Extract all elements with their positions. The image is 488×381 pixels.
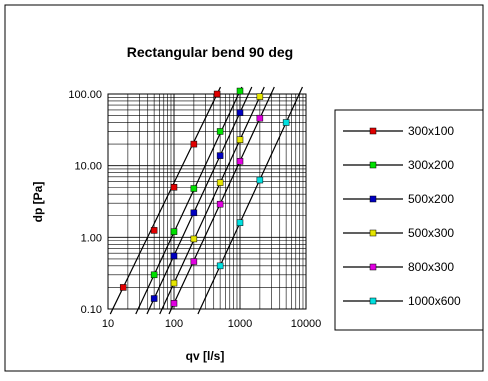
data-point-300x200: [190, 185, 198, 192]
data-point-800x300: [256, 114, 264, 122]
legend-marker: [369, 297, 377, 305]
series-line-300x100: [109, 86, 222, 315]
y-tick-label: 1.00: [81, 232, 102, 244]
grid-layer: [108, 94, 306, 309]
data-point-500x200: [150, 295, 158, 302]
data-point-300x200: [170, 228, 178, 235]
data-point-800x300: [170, 300, 178, 307]
data-point-300x100: [190, 140, 198, 148]
data-point-500x200: [170, 252, 178, 260]
legend-label: 500x300: [408, 226, 454, 240]
data-point-1000x600: [216, 262, 224, 270]
x-tick-label: 10000: [291, 318, 322, 330]
data-point-300x100: [119, 284, 127, 291]
y-tick-label: 100.00: [68, 89, 102, 101]
legend-marker: [369, 161, 377, 169]
data-point-500x300: [216, 179, 224, 186]
legend-label: 300x100: [408, 124, 454, 138]
series-line-500x200: [146, 86, 253, 315]
data-point-500x300: [190, 235, 198, 243]
x-tick-label: 100: [165, 318, 183, 330]
data-point-800x300: [190, 258, 198, 265]
data-point-300x100: [213, 90, 221, 98]
plot-area: [107, 93, 307, 310]
tick-layer: 10 100 1000 10000 0.10 1.00 10.00 100.00: [68, 89, 321, 330]
series-line-800x300: [168, 86, 275, 315]
data-point-800x300: [236, 158, 244, 165]
legend-label: 500x200: [408, 192, 454, 206]
legend-marker: [369, 127, 377, 135]
data-point-300x200: [150, 271, 158, 279]
y-axis-label: dp [Pa]: [31, 182, 45, 223]
series-line-500x300: [159, 86, 265, 315]
data-point-1000x600: [256, 176, 264, 184]
legend: 300x100 300x200 500x200 500x300 800x300 1000x…: [343, 124, 461, 308]
data-point-500x200: [216, 152, 224, 159]
y-tick-label: 10.00: [74, 161, 102, 173]
data-point-500x300: [236, 136, 244, 143]
x-tick-label: 1000: [228, 318, 252, 330]
data-point-500x200: [236, 109, 244, 116]
data-point-500x300: [256, 93, 264, 100]
legend-marker: [369, 195, 377, 203]
y-tick-label: 0.10: [81, 304, 102, 316]
data-point-1000x600: [282, 119, 290, 126]
legend-marker: [369, 229, 377, 237]
data-point-300x200: [236, 87, 244, 95]
data-point-1000x600: [236, 219, 244, 226]
data-point-500x200: [190, 209, 198, 217]
chart-title: Rectangular bend 90 deg: [127, 44, 293, 60]
legend-box: [334, 109, 484, 331]
legend-label: 800x300: [408, 260, 454, 274]
x-tick-label: 10: [102, 318, 114, 330]
data-point-300x100: [170, 183, 178, 191]
data-point-500x300: [170, 279, 178, 287]
legend-marker: [369, 263, 377, 271]
legend-label: 300x200: [408, 158, 454, 172]
data-point-300x100: [150, 227, 158, 234]
data-point-800x300: [216, 200, 224, 208]
marker-layer: [119, 87, 290, 307]
data-point-300x200: [216, 128, 224, 135]
legend-label: 1000x600: [408, 294, 461, 308]
x-axis-label: qv [l/s]: [186, 349, 225, 363]
